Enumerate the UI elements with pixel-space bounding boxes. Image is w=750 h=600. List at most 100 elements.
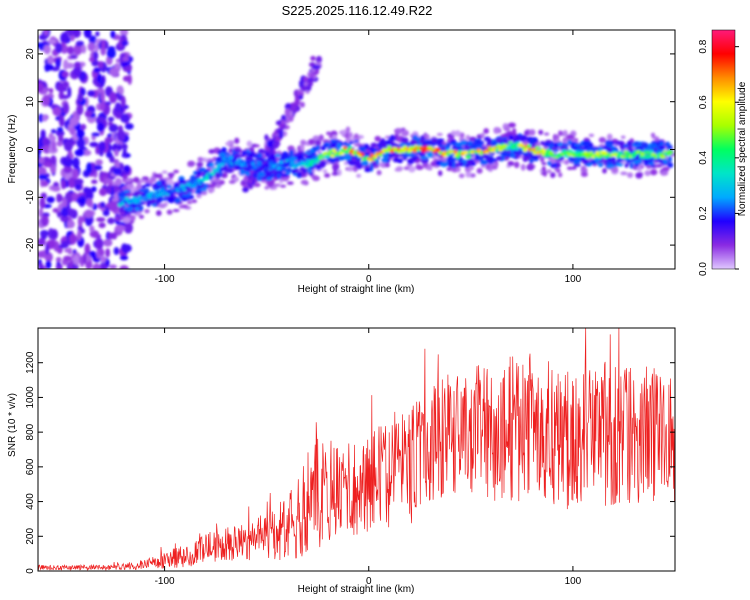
spectrogram-cell — [38, 42, 45, 49]
spectrogram-cell — [103, 238, 113, 247]
spectrogram-cell — [73, 254, 80, 267]
spectrogram-cell — [634, 141, 640, 146]
spectrogram-cell — [323, 151, 328, 156]
spectrogram-cell — [228, 148, 234, 153]
spectrogram-cell — [237, 158, 242, 162]
spectrogram-cell — [664, 141, 671, 148]
spectrogram-cell — [65, 159, 73, 168]
spectrogram-cell — [114, 160, 120, 170]
spectrogram-cell — [342, 146, 348, 150]
spectrogram-cell — [96, 122, 105, 132]
spectrogram-cell — [458, 173, 465, 179]
snr-xlabel: Height of straight line (km) — [298, 584, 415, 595]
colorbar-tick-label: 0.2 — [698, 206, 709, 220]
spectrogram-cell — [41, 180, 49, 187]
spectrogram-cell — [566, 134, 575, 139]
spectrogram-cell — [228, 156, 234, 160]
spectrogram-cell — [364, 167, 372, 173]
spectrogram-cell — [58, 115, 65, 127]
spectrogram-cell — [61, 71, 69, 78]
spectrogram-cell — [345, 126, 351, 133]
spectrogram-cell — [332, 163, 340, 171]
spectrogram-cell — [322, 143, 329, 148]
spectrogram-cell — [344, 132, 350, 139]
spectrogram-cell — [480, 132, 485, 138]
spectrogram-cell — [105, 248, 111, 258]
spectrogram-cell — [113, 181, 119, 186]
spectrogram-cell — [173, 169, 179, 174]
y-tick-label: 0 — [25, 146, 36, 152]
spectrogram-cell — [558, 172, 563, 178]
spectrogram-cell — [123, 189, 130, 194]
spectrogram-cell — [614, 140, 622, 145]
spectrogram-cell — [108, 264, 118, 269]
colorbar-gradient — [711, 29, 736, 270]
spectrogram-cell — [62, 80, 70, 89]
spectrogram-cell — [368, 146, 375, 151]
spectrogram-cell — [269, 154, 276, 161]
spectrogram-cell — [251, 143, 257, 148]
spectrogram-cell — [268, 160, 274, 165]
spectrogram-cell — [347, 166, 354, 172]
spectrogram-cell — [649, 149, 654, 154]
spectrogram-cell — [125, 178, 132, 183]
spectrogram-cell — [275, 153, 281, 158]
spectrogram-cell — [67, 45, 75, 55]
spectrogram-cell — [488, 156, 494, 161]
spectrogram-cell — [112, 167, 122, 176]
spectrogram-cell — [456, 166, 461, 173]
spectrogram-cell — [348, 160, 356, 166]
spectrogram-cell — [43, 30, 49, 36]
spectrogram-cell — [580, 165, 587, 172]
spectrogram-cell — [580, 172, 588, 177]
x-tick-label: -100 — [155, 576, 175, 587]
spectrogram-cell — [61, 94, 69, 100]
spectrogram-cell — [196, 170, 202, 176]
spectrogram-cell — [95, 145, 100, 155]
spectrogram-cell — [93, 51, 99, 60]
spectrogram-cell — [62, 255, 73, 262]
spectrogram-cell — [290, 103, 296, 112]
spectrogram-cell — [455, 155, 460, 159]
spectrogram-cell — [494, 127, 502, 132]
spectrogram-cell — [300, 144, 305, 151]
spectrogram-cell — [40, 231, 48, 240]
spectrogram-cell — [257, 157, 264, 162]
spectrogram-cell — [55, 130, 65, 137]
colorbar-tick-label: 0.4 — [698, 150, 709, 164]
spectrogram-cell — [83, 209, 94, 219]
spectrogram-cell — [51, 231, 58, 237]
spectrogram-cell — [635, 146, 644, 150]
spectrogram-cell — [385, 140, 391, 145]
spectrogram-cell — [322, 169, 328, 174]
spectrogram-cell — [535, 146, 540, 150]
spectrogram-cell — [251, 161, 256, 166]
spectrogram-cell — [248, 165, 253, 169]
spectrogram-cell — [315, 144, 321, 152]
spectrogram-cell — [512, 138, 520, 143]
spectrogram-cell — [296, 91, 303, 97]
spectrogram-cell — [55, 42, 63, 54]
spectrogram-cell — [521, 149, 529, 155]
spectrogram-cell — [149, 191, 154, 195]
spectrogram-cell — [93, 164, 103, 171]
spectrogram-cell — [45, 243, 50, 256]
spectrogram-cell — [298, 95, 303, 100]
colorbar: 0.0 0.2 0.4 0.6 0.8 Normalized spectral ampl… — [698, 29, 748, 276]
spectrogram-cell — [507, 122, 516, 128]
spectrogram-cell — [156, 196, 163, 203]
spectrogram-cell — [532, 154, 539, 159]
spectrogram-cell — [618, 158, 625, 162]
spectrogram-cell — [446, 156, 452, 163]
spectrogram-cell — [57, 127, 64, 132]
spectrogram-cell — [451, 130, 456, 136]
spectrogram-cell — [75, 40, 83, 47]
spectrogram-cell — [48, 227, 54, 240]
spectrogram-cell — [280, 184, 287, 188]
spectrogram-cell — [209, 186, 215, 193]
spectrogram-cell — [38, 262, 44, 269]
spectrogram-cell — [539, 158, 545, 163]
spectrogram-cell — [50, 129, 57, 134]
spectrogram-cell — [659, 141, 664, 147]
